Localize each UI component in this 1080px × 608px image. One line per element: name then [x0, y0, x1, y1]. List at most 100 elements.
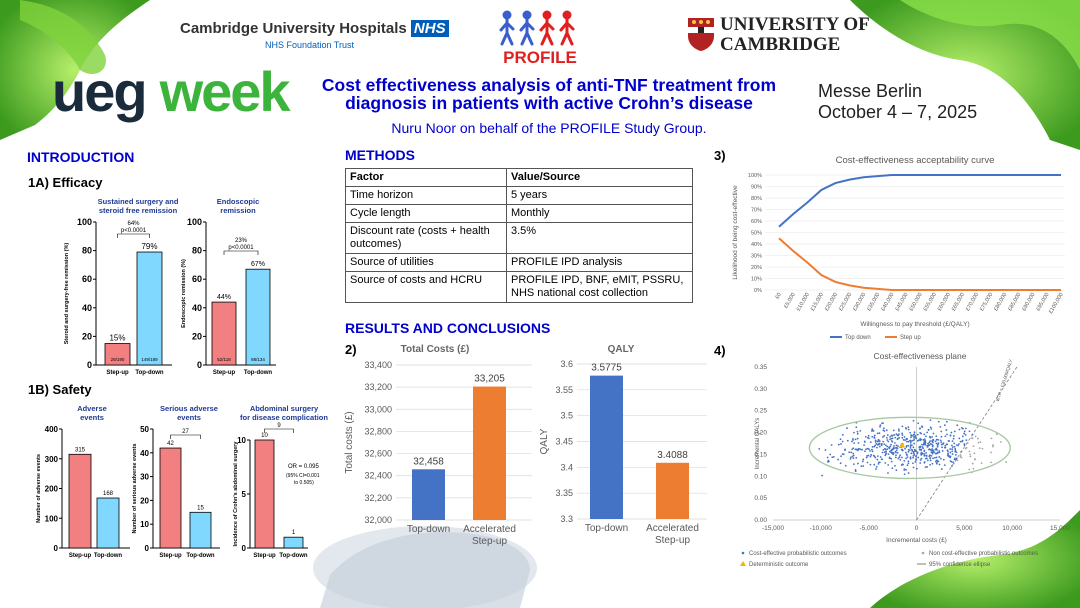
scatter-point	[861, 448, 863, 451]
chart-qaly: QALY 3.3 3.35 3.4 3.45 3.5 3.55 3.6 QALY 3.5775 To…	[539, 344, 707, 546]
scatter-point	[906, 464, 909, 467]
scatter-point	[954, 453, 957, 456]
scatter-point	[841, 440, 844, 443]
scatter-point	[958, 428, 961, 431]
scatter-point	[965, 439, 968, 442]
scatter-point	[929, 440, 932, 443]
scatter-point	[953, 442, 956, 445]
scatter-point	[849, 457, 852, 460]
scatter-point	[898, 430, 900, 432]
scatter-point	[890, 443, 892, 446]
y-axis-label: Incidence of Crohn's abdominal surgery	[233, 441, 239, 547]
x-axis-label: Willingness to pay threshold (£/QALY)	[860, 321, 969, 328]
scatter-point	[940, 430, 943, 433]
scatter-point	[963, 443, 966, 445]
chart-title: QALY	[608, 344, 635, 355]
annotation: 9	[277, 423, 281, 429]
scatter-point	[951, 440, 954, 443]
x-tick-label: £70,000	[965, 292, 980, 312]
methods-heading: METHODS	[345, 147, 415, 163]
scatter-point	[878, 445, 881, 448]
x-tick-label: Step-up	[253, 553, 276, 559]
scatter-point	[974, 458, 976, 461]
scatter-point	[931, 435, 934, 438]
bar-value-label: 44%	[217, 294, 231, 301]
x-tick-label: 10,000	[1002, 525, 1022, 532]
scatter-point	[922, 447, 924, 450]
scatter-point	[913, 448, 916, 451]
y-tick-label: 60	[192, 274, 202, 284]
scatter-point	[908, 439, 911, 442]
scatter-point	[959, 440, 962, 443]
scatter-point	[894, 464, 896, 467]
scatter-point	[887, 453, 890, 456]
table-row: Time horizon 5 years	[345, 186, 693, 205]
bar	[283, 536, 304, 549]
x-tick-label: 0	[915, 525, 919, 532]
scatter-point	[916, 433, 919, 436]
scatter-point	[871, 435, 874, 438]
scatter-point	[892, 453, 895, 456]
scatter-point	[886, 439, 889, 441]
x-tick-label: Top-down	[135, 370, 164, 376]
scatter-point	[915, 458, 917, 460]
bar-count-label: 88/134	[251, 357, 265, 362]
scatter-point	[936, 460, 939, 463]
y-tick-label: 80	[82, 246, 92, 256]
scatter-point	[860, 465, 863, 468]
scatter-point	[905, 468, 907, 471]
profile-logo: PROFILE	[499, 10, 577, 66]
scatter-point	[889, 436, 892, 438]
scatter-point	[856, 430, 859, 433]
scatter-point	[963, 430, 966, 433]
scatter-point	[924, 466, 927, 469]
scatter-point	[899, 454, 902, 457]
scatter-point	[935, 456, 938, 459]
scatter-point	[910, 452, 913, 455]
x-tick-label: Step-up	[106, 370, 129, 376]
scatter-point	[936, 448, 938, 451]
scatter-point	[870, 448, 873, 451]
scatter-point	[916, 451, 919, 454]
bar-value-label: 10	[261, 433, 268, 439]
scatter-point	[953, 430, 956, 433]
scatter-point	[857, 448, 860, 451]
scatter-point	[831, 456, 834, 459]
y-tick-label: 32,000	[364, 515, 392, 525]
scatter-point	[928, 441, 931, 444]
scatter-point	[909, 445, 912, 448]
chart-ce-plane: Cost-effectiveness plane 0.00 0.05 0.10 0.15…	[740, 351, 1070, 568]
scatter-point	[884, 448, 887, 451]
scatter-point	[907, 450, 910, 453]
scatter-point	[927, 442, 929, 445]
confidence-ellipse	[808, 416, 1011, 480]
significance-bracket	[170, 434, 201, 439]
scatter-point	[917, 422, 920, 425]
scatter-point	[929, 459, 932, 462]
chart-title: steroid free remission	[99, 206, 178, 215]
scatter-point	[930, 454, 933, 457]
scatter-point	[905, 440, 908, 443]
results-label-4: 4)	[714, 343, 726, 358]
table-row: Discount rate (costs + health outcomes) 3.…	[345, 222, 693, 254]
scatter-point	[911, 449, 914, 452]
cuh-trust: NHS Foundation Trust	[265, 40, 355, 50]
chart-title: Total Costs (£)	[401, 344, 470, 355]
scatter-point	[925, 455, 928, 457]
x-tick-label: £90,000	[1021, 292, 1036, 312]
scatter-point	[964, 447, 967, 450]
scatter-point	[905, 427, 908, 430]
chart-title: Abdominal surgery	[250, 404, 319, 413]
chart-title: Sustained surgery and	[98, 197, 179, 206]
bar-value-label: 79%	[141, 242, 157, 251]
scatter-point	[949, 451, 952, 454]
scatter-point	[938, 456, 941, 458]
scatter-point	[895, 446, 898, 449]
scatter-point	[934, 440, 937, 443]
y-tick-label: 30	[140, 473, 149, 482]
scatter-point	[909, 441, 912, 444]
annotation: p<0.0001	[228, 245, 254, 251]
scatter-point	[885, 444, 887, 447]
x-tick-label: Step-up	[69, 553, 92, 559]
